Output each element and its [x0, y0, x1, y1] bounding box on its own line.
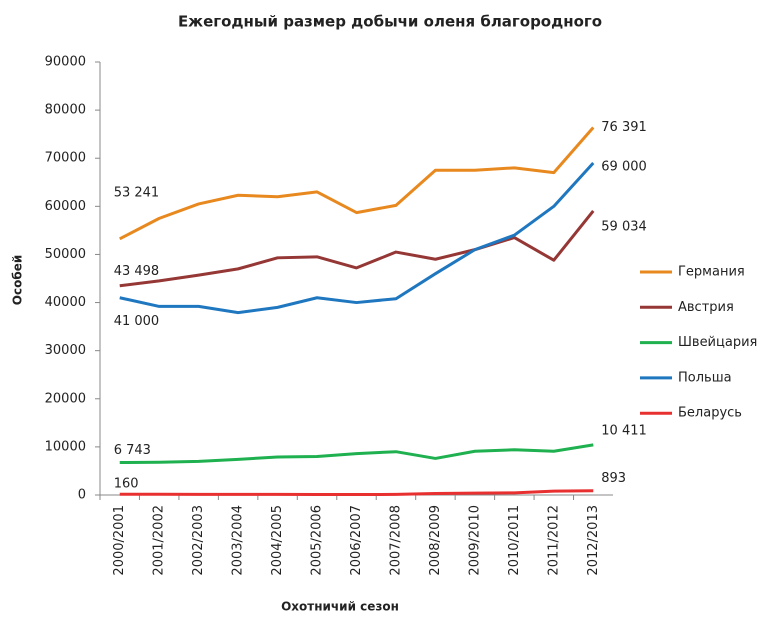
- y-tick-label: 70000: [45, 151, 86, 166]
- y-tick-label: 50000: [45, 247, 86, 262]
- series-line: [119, 489, 594, 497]
- data-label: 160: [114, 477, 139, 492]
- chart-title: Ежегодный размер добычи оленя благородно…: [178, 13, 602, 31]
- x-axis-title: Охотничий сезон: [281, 600, 399, 614]
- x-tick-label: 2012/2013: [586, 505, 601, 576]
- y-tick-label: 20000: [45, 391, 86, 406]
- legend-label: Польша: [678, 370, 732, 385]
- x-tick-label: 2006/2007: [349, 505, 364, 576]
- y-axis-title: Особей: [11, 255, 25, 305]
- y-tick-label: 10000: [45, 439, 86, 454]
- data-label: 59 034: [601, 219, 647, 234]
- legend-label: Австрия: [678, 300, 734, 315]
- y-tick-label: 30000: [45, 343, 86, 358]
- x-tick-label: 2010/2011: [507, 505, 522, 576]
- x-tick-label: 2000/2001: [112, 505, 127, 576]
- y-tick-label: 90000: [45, 55, 86, 70]
- data-label: 76 391: [601, 120, 647, 135]
- data-label: 10 411: [601, 423, 647, 438]
- x-tick-label: 2003/2004: [231, 505, 246, 576]
- legend-label: Швейцария: [678, 335, 757, 350]
- y-tick-label: 60000: [45, 199, 86, 214]
- x-tick-label: 2001/2002: [152, 505, 167, 576]
- legend-label: Германия: [678, 265, 745, 280]
- series-line: [119, 210, 595, 288]
- y-tick-label: 0: [78, 488, 86, 503]
- x-tick-label: 2004/2005: [270, 505, 285, 576]
- y-tick-label: 80000: [45, 103, 86, 118]
- data-label: 41 000: [114, 314, 160, 329]
- data-label: 43 498: [114, 264, 160, 279]
- x-tick-label: 2009/2010: [467, 505, 482, 576]
- legend-label: Беларусь: [678, 406, 742, 421]
- y-tick-label: 40000: [45, 295, 86, 310]
- data-label: 53 241: [114, 185, 160, 200]
- x-tick-label: 2008/2009: [428, 505, 443, 576]
- x-tick-label: 2002/2003: [191, 505, 206, 576]
- series-line: [119, 443, 594, 465]
- data-label: 69 000: [601, 160, 647, 175]
- data-label: 893: [601, 471, 626, 486]
- series-line: [119, 126, 595, 241]
- x-tick-label: 2005/2006: [310, 505, 325, 576]
- x-tick-label: 2011/2012: [546, 505, 561, 576]
- series-line: [119, 162, 595, 315]
- data-label: 6 743: [114, 443, 151, 458]
- x-tick-label: 2007/2008: [388, 505, 403, 576]
